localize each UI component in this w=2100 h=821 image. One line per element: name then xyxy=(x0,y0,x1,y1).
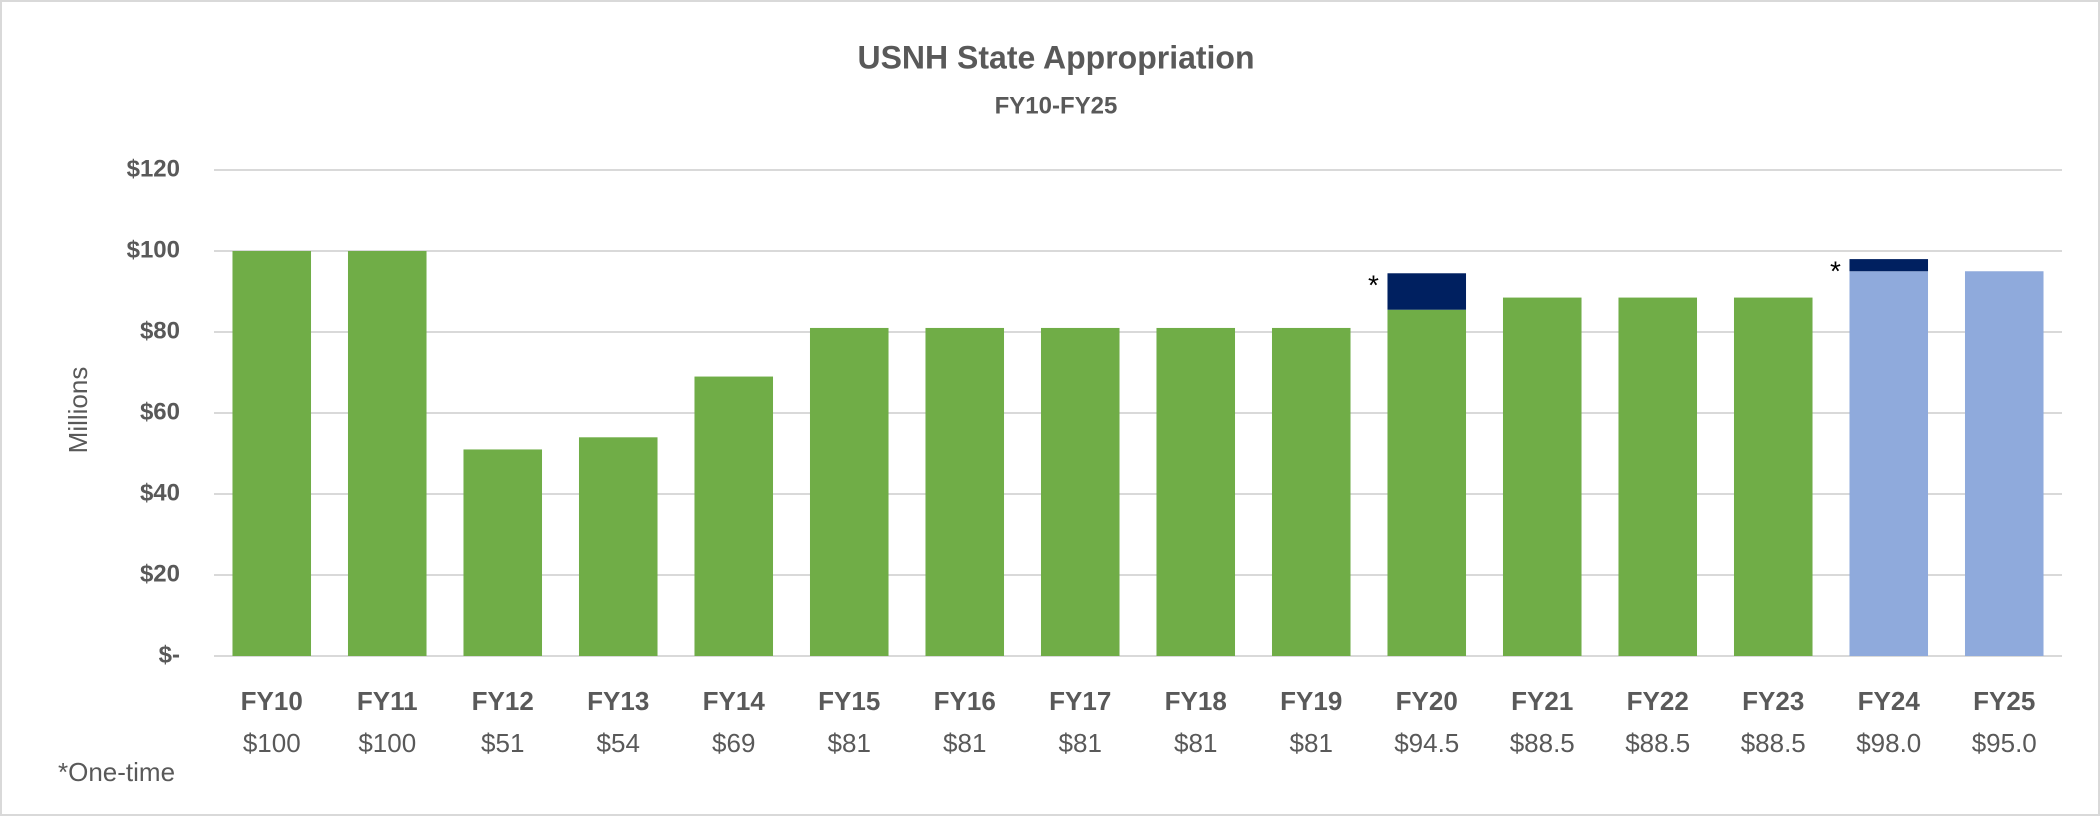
total-label: $51 xyxy=(481,728,524,758)
x-tick-label: FY11 xyxy=(357,686,418,716)
total-label: $81 xyxy=(1174,728,1217,758)
total-label: $81 xyxy=(943,728,986,758)
y-axis-label: Millions xyxy=(63,367,93,454)
total-label: $98.0 xyxy=(1856,728,1921,758)
x-tick-label: FY22 xyxy=(1627,686,1689,716)
x-tick-label: FY16 xyxy=(934,686,996,716)
total-label: $88.5 xyxy=(1625,728,1690,758)
x-tick-label: FY17 xyxy=(1049,686,1111,716)
x-tick-label: FY20 xyxy=(1396,686,1458,716)
bar-segment xyxy=(1156,327,1236,656)
bar-segment xyxy=(1271,327,1351,656)
total-label: $81 xyxy=(1290,728,1333,758)
bar-segment xyxy=(809,327,889,656)
total-label: $88.5 xyxy=(1510,728,1575,758)
bar-segment xyxy=(1849,271,1929,656)
chart-title: USNH State Appropriation xyxy=(857,39,1254,75)
bar-segment xyxy=(578,437,658,656)
bar-segment xyxy=(1618,297,1698,656)
bar-segment xyxy=(925,327,1005,656)
chart-subtitle: FY10-FY25 xyxy=(995,92,1118,119)
y-tick-label: $80 xyxy=(140,317,180,344)
bar-segment xyxy=(1040,327,1120,656)
x-tick-label: FY13 xyxy=(587,686,649,716)
total-label: $100 xyxy=(358,728,416,758)
bar-segment xyxy=(347,251,427,656)
y-tick-label: $100 xyxy=(127,236,180,263)
total-label: $88.5 xyxy=(1741,728,1806,758)
bar-segment xyxy=(1387,273,1467,310)
bar-segment xyxy=(1849,259,1929,272)
note: *One-time xyxy=(58,757,175,787)
total-label: $54 xyxy=(597,728,640,758)
total-label: $95.0 xyxy=(1972,728,2037,758)
x-tick-label: FY10 xyxy=(241,686,303,716)
total-label: $100 xyxy=(243,728,301,758)
annotation: * xyxy=(1368,270,1379,301)
x-tick-label: FY18 xyxy=(1165,686,1227,716)
bar-segment xyxy=(463,449,543,656)
x-tick-label: FY21 xyxy=(1511,686,1573,716)
total-label: $81 xyxy=(828,728,871,758)
total-label: $81 xyxy=(1059,728,1102,758)
bar-segment xyxy=(1733,297,1813,656)
bar-segment xyxy=(1502,297,1582,656)
y-tick-label: $40 xyxy=(140,479,180,506)
x-tick-label: FY19 xyxy=(1280,686,1342,716)
x-tick-label: FY12 xyxy=(472,686,534,716)
y-tick-label: $60 xyxy=(140,398,180,425)
x-tick-label: FY24 xyxy=(1858,686,1921,716)
x-tick-label: FY14 xyxy=(703,686,766,716)
bar-segment xyxy=(1964,271,2044,656)
x-tick-label: FY23 xyxy=(1742,686,1804,716)
annotation: * xyxy=(1830,255,1841,286)
x-tick-label: FY25 xyxy=(1973,686,2035,716)
y-tick-label: $20 xyxy=(140,560,180,587)
total-label: $69 xyxy=(712,728,755,758)
bar-segment xyxy=(232,251,312,656)
bar-segment xyxy=(694,376,774,656)
x-tick-label: FY15 xyxy=(818,686,880,716)
total-label: $94.5 xyxy=(1394,728,1459,758)
y-tick-label: $120 xyxy=(127,155,180,182)
y-tick-label: $- xyxy=(159,641,180,668)
bar-segment xyxy=(1387,309,1467,656)
